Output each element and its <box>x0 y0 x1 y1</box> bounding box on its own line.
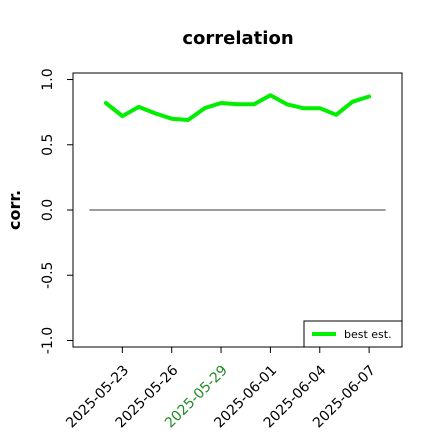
y-tick-label: 1.0 <box>40 68 56 90</box>
y-tick-label: 0.5 <box>40 134 56 156</box>
chart-title: correlation <box>182 28 293 49</box>
legend-label: best est. <box>344 328 392 341</box>
y-axis-label: corr. <box>5 190 24 230</box>
series-line-best-est <box>103 93 372 122</box>
plot-area: -1.0-0.50.00.51.02025-05-232025-05-26202… <box>40 68 403 431</box>
y-tick-label: -0.5 <box>40 262 56 289</box>
y-tick-label: 0.0 <box>40 199 56 221</box>
y-tick-label: -1.0 <box>40 327 56 354</box>
